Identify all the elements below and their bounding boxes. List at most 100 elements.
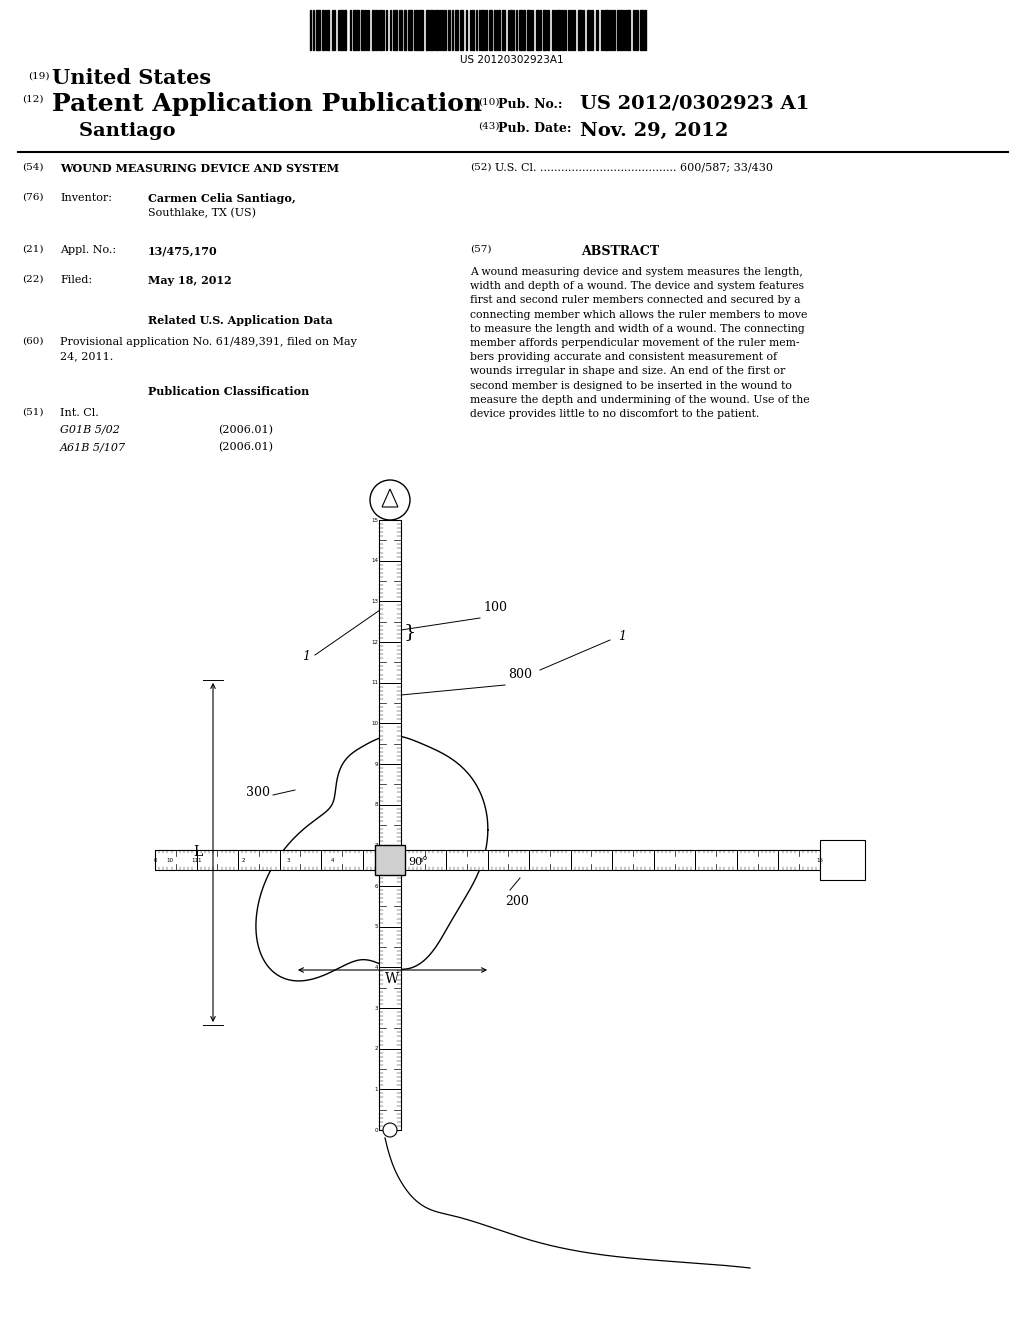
Bar (357, 11, 359, 50)
Text: 1: 1 (375, 1086, 378, 1092)
Bar (609, 11, 611, 50)
Text: Pub. No.:: Pub. No.: (498, 98, 562, 111)
Bar (627, 11, 630, 50)
Bar (587, 11, 590, 50)
Bar (419, 11, 423, 50)
Text: 12: 12 (371, 639, 378, 644)
Text: 2: 2 (242, 858, 246, 862)
Text: (12): (12) (22, 95, 43, 104)
Bar (578, 11, 582, 50)
Bar (322, 11, 324, 50)
Text: 100: 100 (483, 601, 507, 614)
Text: 5: 5 (375, 924, 378, 929)
Text: WOUND MEASURING DEVICE AND SYSTEM: WOUND MEASURING DEVICE AND SYSTEM (60, 162, 339, 174)
Text: (60): (60) (22, 337, 43, 346)
Text: 11: 11 (371, 680, 378, 685)
Text: connecting member which allows the ruler members to move: connecting member which allows the ruler… (470, 310, 807, 319)
Bar (361, 11, 362, 50)
Text: 9: 9 (375, 762, 378, 767)
Text: US 20120302923A1: US 20120302923A1 (460, 55, 564, 65)
Text: 15: 15 (371, 517, 378, 523)
Bar (426, 11, 429, 50)
Bar (552, 11, 554, 50)
Text: bers providing accurate and consistent measurement of: bers providing accurate and consistent m… (470, 352, 777, 362)
Bar (375, 11, 377, 50)
Text: G01B 5/02: G01B 5/02 (60, 425, 120, 436)
Circle shape (370, 480, 410, 520)
Bar (375, 845, 406, 875)
Text: Inventor:: Inventor: (60, 193, 112, 203)
Text: 8: 8 (375, 803, 378, 807)
Text: (51): (51) (22, 408, 43, 417)
Text: Publication Classification: Publication Classification (148, 385, 309, 397)
Text: Nov. 29, 2012: Nov. 29, 2012 (580, 121, 728, 140)
Bar (460, 11, 463, 50)
Text: width and depth of a wound. The device and system features: width and depth of a wound. The device a… (470, 281, 804, 292)
Text: 6: 6 (375, 883, 378, 888)
Text: L: L (194, 846, 203, 859)
Text: member affords perpendicular movement of the ruler mem-: member affords perpendicular movement of… (470, 338, 800, 348)
Text: Patent Application Publication: Patent Application Publication (52, 92, 482, 116)
Text: measure the depth and undermining of the wound. Use of the: measure the depth and undermining of the… (470, 395, 810, 405)
Text: 1: 1 (198, 858, 201, 862)
Text: 2: 2 (375, 1047, 378, 1051)
Polygon shape (382, 488, 398, 507)
Bar (485, 11, 487, 50)
Text: US 2012/0302923 A1: US 2012/0302923 A1 (580, 95, 809, 114)
Text: to measure the length and width of a wound. The connecting: to measure the length and width of a wou… (470, 323, 805, 334)
Text: 800: 800 (508, 668, 532, 681)
Text: Santiago: Santiago (52, 121, 175, 140)
Bar (605, 11, 608, 50)
Text: Appl. No.:: Appl. No.: (60, 246, 116, 255)
Bar (430, 11, 433, 50)
Text: (19): (19) (28, 73, 49, 81)
Bar (557, 11, 560, 50)
Bar (596, 11, 598, 50)
Text: A wound measuring device and system measures the length,: A wound measuring device and system meas… (470, 267, 803, 277)
Text: 3: 3 (287, 858, 290, 862)
Text: device provides little to no discomfort to the patient.: device provides little to no discomfort … (470, 409, 759, 418)
Bar (380, 11, 382, 50)
Text: }: } (404, 623, 417, 642)
Bar (498, 11, 500, 50)
Text: Related U.S. Application Data: Related U.S. Application Data (148, 315, 333, 326)
Bar (644, 11, 646, 50)
Text: 7: 7 (375, 843, 378, 847)
Text: (2006.01): (2006.01) (218, 425, 273, 436)
Text: (10): (10) (478, 98, 500, 107)
Bar (519, 11, 522, 50)
Text: Carmen Celia Santiago,: Carmen Celia Santiago, (148, 193, 296, 205)
Bar (340, 11, 343, 50)
Text: 14: 14 (371, 558, 378, 564)
Text: (54): (54) (22, 162, 43, 172)
Text: W: W (385, 972, 399, 986)
Text: 10: 10 (371, 721, 378, 726)
Text: 3: 3 (375, 1006, 378, 1011)
Text: May 18, 2012: May 18, 2012 (148, 275, 231, 286)
Bar (543, 11, 546, 50)
Text: 90°: 90° (408, 857, 428, 867)
Text: (22): (22) (22, 275, 43, 284)
Text: 0: 0 (375, 1127, 378, 1133)
Bar (353, 11, 356, 50)
Bar (527, 11, 531, 50)
Bar (523, 11, 525, 50)
Bar (449, 11, 450, 50)
Text: 11: 11 (191, 858, 199, 862)
Text: second member is designed to be inserted in the wound to: second member is designed to be inserted… (470, 380, 792, 391)
Text: 4: 4 (331, 858, 334, 862)
Text: Provisional application No. 61/489,391, filed on May: Provisional application No. 61/489,391, … (60, 337, 357, 347)
Bar (436, 11, 438, 50)
Text: ABSTRACT: ABSTRACT (581, 246, 659, 257)
Bar (481, 11, 484, 50)
Text: (2006.01): (2006.01) (218, 442, 273, 453)
Bar (472, 11, 474, 50)
Circle shape (383, 1123, 397, 1137)
Text: wounds irregular in shape and size. An end of the first or: wounds irregular in shape and size. An e… (470, 367, 785, 376)
Text: 4: 4 (375, 965, 378, 970)
Text: (57): (57) (470, 246, 492, 253)
Bar (404, 11, 406, 50)
Text: 15: 15 (816, 858, 823, 862)
Bar (155, 850, 820, 870)
Text: 1: 1 (302, 651, 310, 664)
